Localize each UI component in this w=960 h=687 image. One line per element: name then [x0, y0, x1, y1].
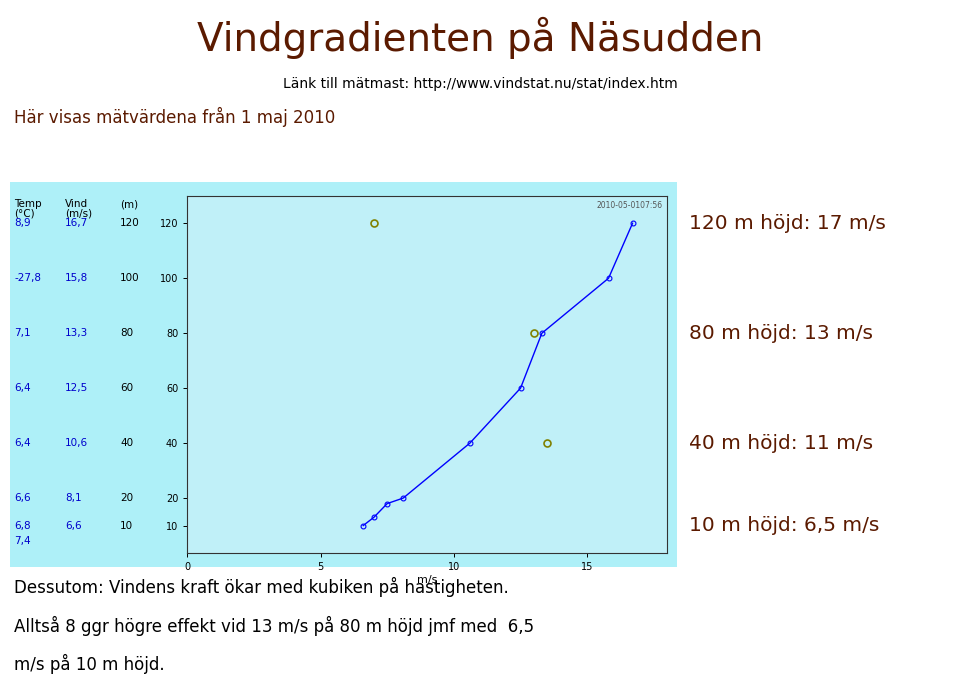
Text: 16,7: 16,7 [65, 218, 88, 228]
Text: 80 m höjd: 13 m/s: 80 m höjd: 13 m/s [689, 324, 874, 343]
Text: 100: 100 [120, 273, 139, 283]
X-axis label: m/s: m/s [417, 575, 438, 585]
Text: 6,4: 6,4 [14, 438, 31, 448]
Text: Här visas mätvärdena från 1 maj 2010: Här visas mätvärdena från 1 maj 2010 [14, 106, 336, 126]
Text: 80: 80 [120, 328, 133, 338]
Text: 15,8: 15,8 [65, 273, 88, 283]
Text: 8,1: 8,1 [65, 493, 82, 503]
Text: Länk till mätmast: http://www.vindstat.nu/stat/index.htm: Länk till mätmast: http://www.vindstat.n… [282, 77, 678, 91]
Text: 60: 60 [120, 383, 133, 393]
Text: (m/s): (m/s) [65, 208, 92, 218]
Text: 20: 20 [120, 493, 133, 503]
Text: 10,6: 10,6 [65, 438, 88, 448]
Text: 40 m höjd: 11 m/s: 40 m höjd: 11 m/s [689, 433, 874, 453]
Text: m/s på 10 m höjd.: m/s på 10 m höjd. [14, 654, 165, 674]
Text: (m): (m) [120, 199, 138, 210]
Text: Dessutom: Vindens kraft ökar med kubiken på hastigheten.: Dessutom: Vindens kraft ökar med kubiken… [14, 577, 509, 597]
Text: 13,3: 13,3 [65, 328, 88, 338]
Text: 40: 40 [120, 438, 133, 448]
Text: 6,6: 6,6 [65, 521, 82, 530]
Text: -27,8: -27,8 [14, 273, 41, 283]
Text: 7,4: 7,4 [14, 536, 31, 545]
Text: (°C): (°C) [14, 208, 35, 218]
Text: 10 m höjd: 6,5 m/s: 10 m höjd: 6,5 m/s [689, 516, 879, 535]
Text: Alltså 8 ggr högre effekt vid 13 m/s på 80 m höjd jmf med  6,5: Alltså 8 ggr högre effekt vid 13 m/s på … [14, 616, 535, 636]
Text: Vind: Vind [65, 199, 88, 210]
Text: 8,9: 8,9 [14, 218, 31, 228]
Text: 120 m höjd: 17 m/s: 120 m höjd: 17 m/s [689, 214, 886, 233]
Text: 7,1: 7,1 [14, 328, 31, 338]
Text: 6,8: 6,8 [14, 521, 31, 530]
Text: 2010-05-0107:56: 2010-05-0107:56 [596, 201, 662, 210]
Text: Vindgradienten på Näsudden: Vindgradienten på Näsudden [197, 17, 763, 59]
Text: Temp: Temp [14, 199, 42, 210]
Text: 12,5: 12,5 [65, 383, 88, 393]
Text: 10: 10 [120, 521, 133, 530]
Text: 120: 120 [120, 218, 140, 228]
Text: 6,4: 6,4 [14, 383, 31, 393]
Text: 6,6: 6,6 [14, 493, 31, 503]
